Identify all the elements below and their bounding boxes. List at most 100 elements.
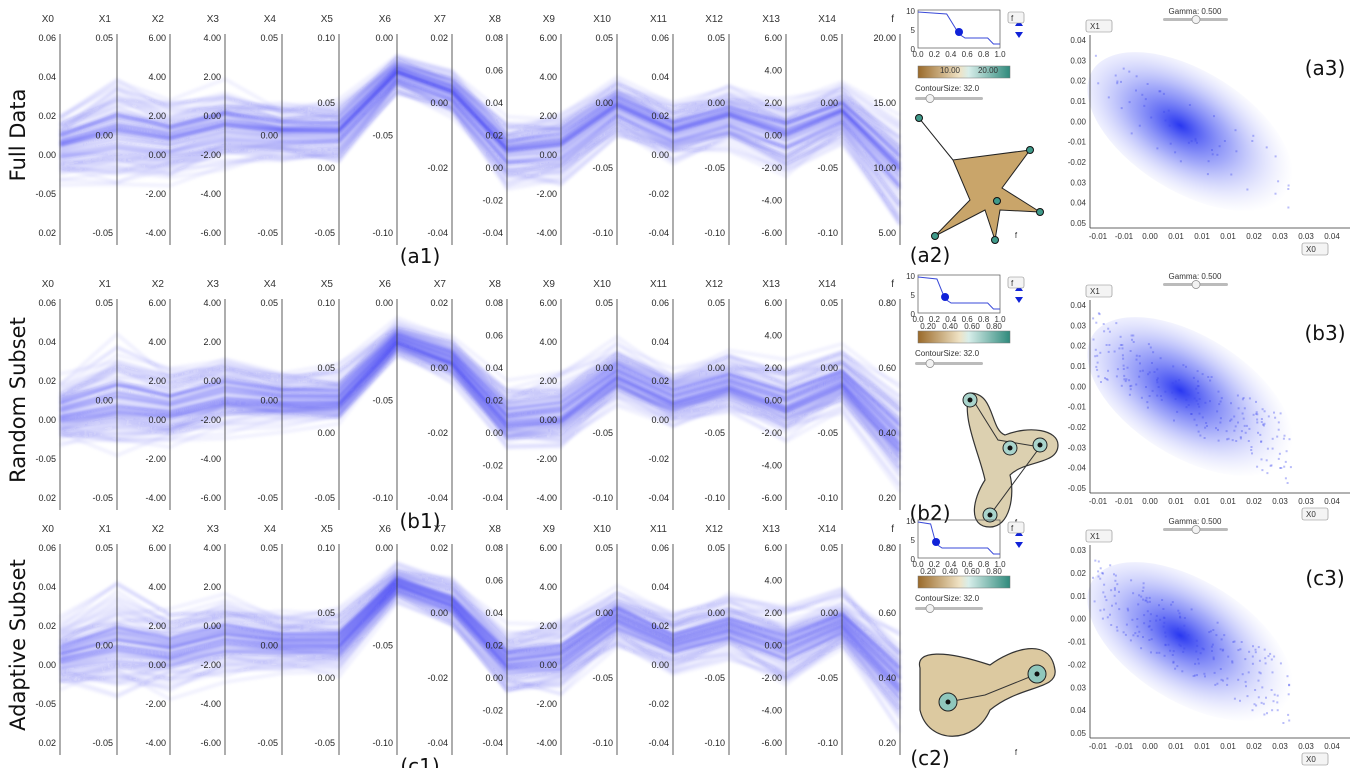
scatter-point xyxy=(1231,439,1234,442)
scatter-point xyxy=(1100,381,1102,383)
topology-graph[interactable]: f xyxy=(918,647,1056,757)
arrow-up-down-icon[interactable] xyxy=(1015,285,1023,303)
persistence-plot[interactable] xyxy=(917,519,1001,559)
axis-x11[interactable]: X11 0.06 0.04 0.02 0.00 -0.02 -0.04 xyxy=(648,279,674,510)
axis-x7[interactable]: X7 0.02 0.00 -0.02 -0.04 xyxy=(427,279,453,510)
axis-x2[interactable]: X2 6.00 4.00 2.00 0.00 -2.00 -4.00 xyxy=(145,524,171,755)
axis-x2[interactable]: X2 6.00 4.00 2.00 0.00 -2.00 -4.00 xyxy=(145,279,171,510)
axis-f[interactable]: f 0.80 0.60 0.40 0.20 xyxy=(878,279,901,510)
axis-x4[interactable]: X4 0.05 0.00 -0.05 xyxy=(257,14,283,245)
persistence-threshold-handle[interactable] xyxy=(955,28,963,36)
persistence-threshold-handle[interactable] xyxy=(932,538,941,546)
graph-node[interactable] xyxy=(1036,208,1044,216)
axis-x6[interactable]: X6 0.00 -0.05 -0.10 xyxy=(372,279,398,510)
axis-x5[interactable]: X5 0.10 0.05 0.00 -0.05 xyxy=(314,14,340,245)
function-select[interactable]: f xyxy=(1007,521,1025,534)
graph-node[interactable] xyxy=(967,397,973,403)
axis-x9[interactable]: X9 6.00 4.00 2.00 0.00 -2.00 -4.00 xyxy=(536,279,562,510)
x-axis-select[interactable]: X0 xyxy=(1301,242,1329,256)
persistence-plot[interactable] xyxy=(917,274,1001,314)
scatter-plot[interactable]: Gamma: 0.500X10.040.030.020.010.00-0.01-… xyxy=(1061,272,1350,521)
axis-x3[interactable]: X3 4.00 2.00 0.00 -2.00 -4.00 -6.00 xyxy=(200,14,226,245)
axis-x5[interactable]: X5 0.10 0.05 0.00 -0.05 xyxy=(314,279,340,510)
axis-tick-label: -0.10 xyxy=(372,738,393,748)
contour-size-slider[interactable] xyxy=(915,604,983,613)
axis-x9[interactable]: X9 6.00 4.00 2.00 0.00 -2.00 -4.00 xyxy=(536,14,562,245)
data-line xyxy=(59,575,901,666)
y-axis-select[interactable]: X1 xyxy=(1085,19,1113,33)
axis-x10[interactable]: X10 0.05 0.00 -0.05 -0.10 xyxy=(592,524,618,755)
axis-x1[interactable]: X1 0.05 0.00 -0.05 xyxy=(92,14,118,245)
axis-x11[interactable]: X11 0.06 0.04 0.02 0.00 -0.02 -0.04 xyxy=(648,524,674,755)
topology-graph[interactable]: f xyxy=(962,392,1059,528)
graph-node[interactable] xyxy=(931,232,939,240)
graph-node[interactable] xyxy=(1037,442,1043,448)
axis-x2[interactable]: X2 6.00 4.00 2.00 0.00 -2.00 -4.00 xyxy=(145,14,171,245)
axis-x4[interactable]: X4 0.05 0.00 -0.05 xyxy=(257,279,283,510)
axis-tick-label: -0.05 xyxy=(372,396,393,406)
axis-x14[interactable]: X14 0.05 0.00 -0.05 -0.10 xyxy=(817,14,843,245)
axis-x10[interactable]: X10 0.05 0.00 -0.05 -0.10 xyxy=(592,14,618,245)
x-axis-select[interactable]: X0 xyxy=(1301,507,1329,521)
axis-x3[interactable]: X3 4.00 2.00 0.00 -2.00 -4.00 -6.00 xyxy=(200,524,226,755)
scatter-point xyxy=(1132,634,1135,637)
axis-x8[interactable]: X8 0.08 0.06 0.04 0.02 0.00 -0.02 -0.04 xyxy=(482,524,508,755)
graph-node[interactable] xyxy=(1034,671,1040,677)
axis-x6[interactable]: X6 0.00 -0.05 -0.10 xyxy=(372,14,398,245)
axis-x12[interactable]: X12 0.05 0.00 -0.05 -0.10 xyxy=(704,14,730,245)
axis-x5[interactable]: X5 0.10 0.05 0.00 -0.05 xyxy=(314,524,340,755)
graph-node[interactable] xyxy=(945,699,951,705)
gamma-slider[interactable] xyxy=(1163,280,1228,289)
axis-x13[interactable]: X13 6.00 4.00 2.00 0.00 -2.00 -4.00 -6.00 xyxy=(761,524,787,755)
axis-x6[interactable]: X6 0.00 -0.05 -0.10 xyxy=(372,524,398,755)
graph-node[interactable] xyxy=(915,114,923,122)
axis-x0[interactable]: X0 0.06 0.04 0.02 0.00 -0.05 0.02 xyxy=(35,14,61,245)
axis-f[interactable]: f 20.00 15.00 10.00 5.00 xyxy=(873,14,901,245)
axis-x14[interactable]: X14 0.05 0.00 -0.05 -0.10 xyxy=(817,279,843,510)
gamma-slider[interactable] xyxy=(1163,15,1228,24)
axis-x8[interactable]: X8 0.08 0.06 0.04 0.02 0.00 -0.02 -0.04 xyxy=(482,14,508,245)
axis-x11[interactable]: X11 0.06 0.04 0.02 0.00 -0.02 -0.04 xyxy=(648,14,674,245)
axis-x7[interactable]: X7 0.02 0.00 -0.02 -0.04 xyxy=(427,14,453,245)
persistence-threshold-handle[interactable] xyxy=(941,293,950,301)
graph-node[interactable] xyxy=(993,197,1001,205)
axis-x9[interactable]: X9 6.00 4.00 2.00 0.00 -2.00 -4.00 xyxy=(536,524,562,755)
x-tick-label: 0.00 xyxy=(1142,232,1158,241)
axis-x1[interactable]: X1 0.05 0.00 -0.05 xyxy=(92,524,118,755)
x-axis-select[interactable]: X0 xyxy=(1301,752,1329,766)
y-axis-select[interactable]: X1 xyxy=(1085,529,1113,543)
graph-node[interactable] xyxy=(1007,445,1013,451)
axis-x14[interactable]: X14 0.05 0.00 -0.05 -0.10 xyxy=(817,524,843,755)
axis-f[interactable]: f 0.80 0.60 0.40 0.20 xyxy=(878,524,901,755)
axis-tick-label: -4.00 xyxy=(761,706,782,716)
arrow-up-down-icon[interactable] xyxy=(1015,530,1023,548)
graph-node[interactable] xyxy=(987,512,993,518)
axis-x7[interactable]: X7 0.02 0.00 -0.02 -0.04 xyxy=(427,524,453,755)
axis-x13[interactable]: X13 6.00 4.00 2.00 0.00 -2.00 -4.00 -6.00 xyxy=(761,279,787,510)
contour-size-slider[interactable] xyxy=(915,94,983,103)
scatter-plot[interactable]: Gamma: 0.500X10.040.030.020.010.00-0.01-… xyxy=(1061,7,1350,256)
axis-x12[interactable]: X12 0.05 0.00 -0.05 -0.10 xyxy=(704,524,730,755)
graph-node[interactable] xyxy=(991,236,999,244)
topology-graph[interactable]: f xyxy=(915,114,1044,244)
axis-x10[interactable]: X10 0.05 0.00 -0.05 -0.10 xyxy=(592,279,618,510)
graph-node[interactable] xyxy=(1026,146,1034,154)
axis-x12[interactable]: X12 0.05 0.00 -0.05 -0.10 xyxy=(704,279,730,510)
axis-x13[interactable]: X13 6.00 4.00 2.00 0.00 -2.00 -4.00 -6.00 xyxy=(761,14,787,245)
function-select[interactable]: f xyxy=(1007,276,1025,289)
scatter-point xyxy=(1288,683,1291,686)
axis-x8[interactable]: X8 0.08 0.06 0.04 0.02 0.00 -0.02 -0.04 xyxy=(482,279,508,510)
arrow-up-down-icon[interactable] xyxy=(1015,20,1023,38)
axis-x4[interactable]: X4 0.05 0.00 -0.05 xyxy=(257,524,283,755)
y-axis-select[interactable]: X1 xyxy=(1085,284,1113,298)
contour-size-slider[interactable] xyxy=(915,359,983,368)
axis-x3[interactable]: X3 4.00 2.00 0.00 -2.00 -4.00 -6.00 xyxy=(200,279,226,510)
scatter-plot[interactable]: Gamma: 0.500 X1 0.03 0.02 0.01 0.00 -0.01 -0.02… xyxy=(1061,517,1350,766)
persistence-plot[interactable] xyxy=(917,9,1001,49)
axis-x1[interactable]: X1 0.05 0.00 -0.05 xyxy=(92,279,118,510)
gamma-slider[interactable] xyxy=(1163,525,1228,534)
axis-x0[interactable]: X0 0.06 0.04 0.02 0.00 -0.05 0.02 xyxy=(35,279,61,510)
function-select[interactable]: f xyxy=(1007,11,1025,24)
axis-tick-label: 0.05 xyxy=(707,33,725,43)
axis-x0[interactable]: X0 0.06 0.04 0.02 0.00 -0.05 0.02 xyxy=(35,524,61,755)
